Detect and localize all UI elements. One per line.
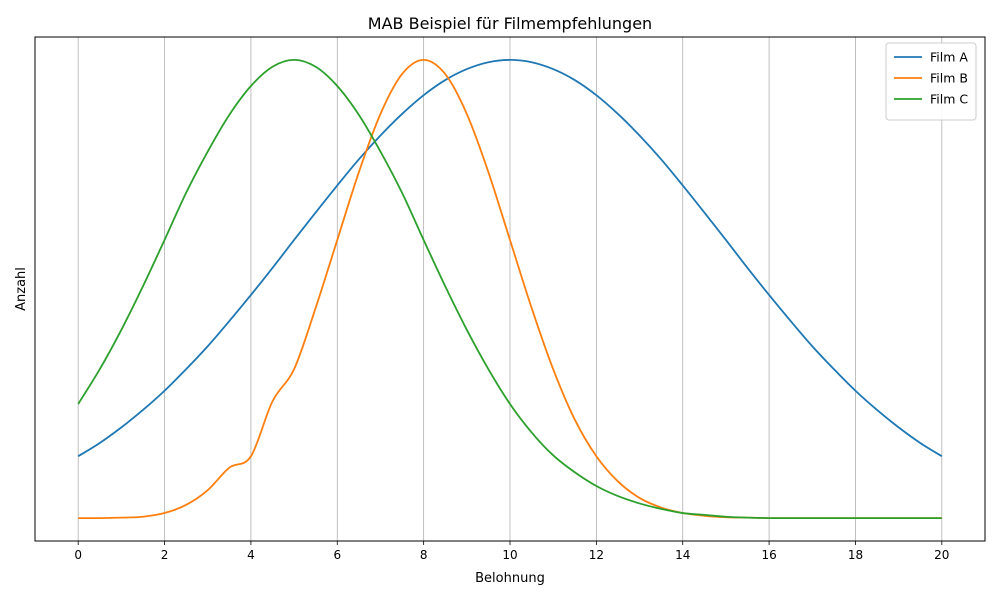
x-tick-label: 18 — [848, 548, 863, 562]
x-tick-label: 14 — [675, 548, 690, 562]
y-axis-label: Anzahl — [14, 267, 29, 311]
chart-title: MAB Beispiel für Filmempfehlungen — [368, 14, 652, 33]
x-tick-label: 8 — [420, 548, 428, 562]
x-axis-ticks: 0 2 4 6 8 10 12 14 16 18 20 — [74, 541, 949, 562]
x-tick-label: 16 — [761, 548, 776, 562]
legend-label: Film A — [930, 50, 968, 65]
legend-label: Film B — [930, 71, 968, 86]
x-tick-label: 2 — [161, 548, 169, 562]
legend-box — [885, 42, 977, 121]
x-tick-label: 10 — [502, 548, 517, 562]
series-line-1 — [77, 59, 943, 458]
series-line-3 — [77, 59, 942, 520]
grid — [77, 37, 943, 541]
x-tick-label: 4 — [247, 548, 255, 562]
series-lines — [77, 59, 943, 520]
x-tick-label: 20 — [934, 548, 949, 562]
x-axis-label: Belohnung — [475, 571, 545, 586]
x-tick-label: 6 — [333, 548, 341, 562]
legend-label: Film C — [930, 92, 968, 107]
legend: Film A Film B Film C — [885, 42, 977, 121]
x-tick-label: 12 — [589, 548, 604, 562]
x-tick-label: 0 — [74, 548, 82, 562]
